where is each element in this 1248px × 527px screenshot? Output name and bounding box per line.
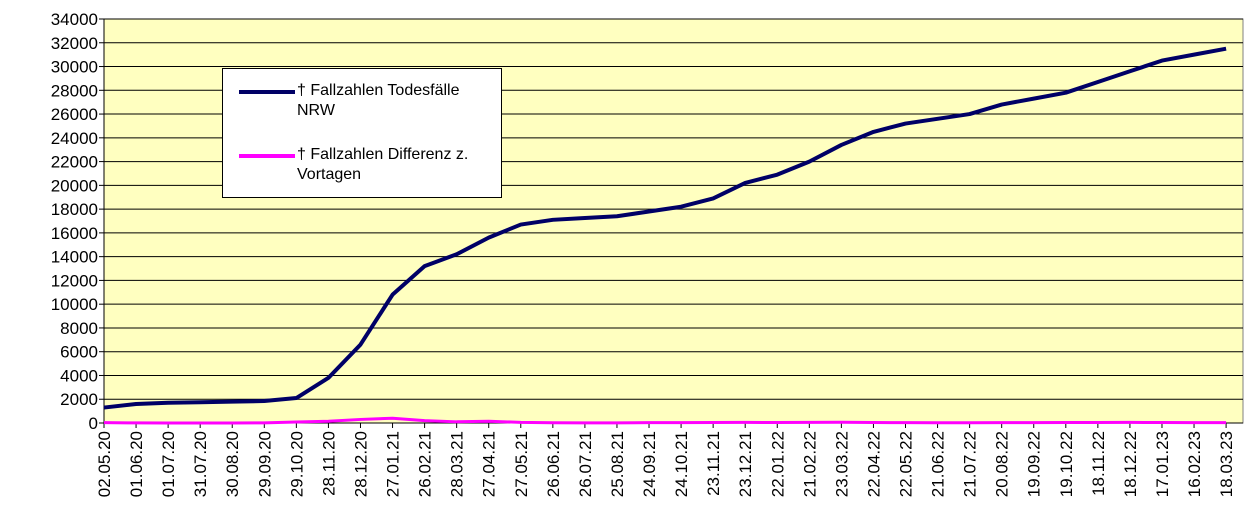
x-tick-label: 21.07.22 bbox=[961, 431, 980, 497]
x-tick-label: 24.10.21 bbox=[672, 431, 691, 497]
x-tick-label: 22.05.22 bbox=[897, 431, 916, 497]
x-tick-label: 23.12.21 bbox=[736, 431, 755, 497]
x-tick-label: 26.07.21 bbox=[576, 431, 595, 497]
y-tick-label: 34000 bbox=[51, 10, 98, 29]
y-tick-label: 22000 bbox=[51, 153, 98, 172]
legend-item: † Fallzahlen Todesfälle NRW bbox=[239, 81, 499, 121]
x-tick-label: 19.10.22 bbox=[1057, 431, 1076, 497]
y-tick-label: 12000 bbox=[51, 271, 98, 290]
legend-item: † Fallzahlen Differenz z. Vortagen bbox=[239, 145, 499, 185]
x-tick-label: 21.02.22 bbox=[800, 431, 819, 497]
y-tick-label: 26000 bbox=[51, 105, 98, 124]
x-tick-label: 26.06.21 bbox=[544, 431, 563, 497]
x-tick-label: 28.11.20 bbox=[319, 431, 338, 496]
x-tick-label: 27.04.21 bbox=[480, 431, 499, 497]
y-tick-label: 30000 bbox=[51, 58, 98, 77]
x-tick-label: 28.03.21 bbox=[448, 431, 467, 497]
x-tick-label: 01.07.20 bbox=[159, 431, 178, 497]
y-tick-label: 32000 bbox=[51, 34, 98, 53]
x-tick-label: 29.09.20 bbox=[255, 431, 274, 497]
x-tick-label: 31.07.20 bbox=[191, 431, 210, 497]
y-tick-label: 18000 bbox=[51, 200, 98, 219]
x-tick-label: 24.09.21 bbox=[640, 431, 659, 497]
y-tick-label: 16000 bbox=[51, 224, 98, 243]
legend-label: † Fallzahlen Differenz z. Vortagen bbox=[297, 146, 469, 183]
data-line bbox=[103, 416, 1227, 425]
legend-swatch bbox=[239, 154, 295, 158]
y-tick-label: 4000 bbox=[60, 366, 98, 385]
legend-label: † Fallzahlen Todesfälle NRW bbox=[297, 82, 460, 119]
x-tick-label: 30.08.20 bbox=[223, 431, 242, 497]
x-tick-label: 29.10.20 bbox=[287, 431, 306, 497]
data-line bbox=[103, 46, 1227, 410]
x-tick-label: 18.11.22 bbox=[1089, 431, 1108, 496]
y-tick-label: 24000 bbox=[51, 129, 98, 148]
x-tick-label: 23.03.22 bbox=[832, 431, 851, 497]
y-tick-label: 28000 bbox=[51, 81, 98, 100]
legend: † Fallzahlen Todesfälle NRW † Fallzahlen … bbox=[222, 68, 502, 198]
x-tick-label: 22.04.22 bbox=[864, 431, 883, 497]
x-tick-label: 17.01.23 bbox=[1153, 431, 1172, 497]
x-tick-label: 27.05.21 bbox=[512, 431, 531, 497]
x-tick-label: 21.06.22 bbox=[929, 431, 948, 497]
x-tick-label: 27.01.21 bbox=[384, 431, 403, 497]
y-tick-label: 20000 bbox=[51, 176, 98, 195]
y-tick-label: 0 bbox=[89, 414, 98, 433]
x-tick-label: 02.05.20 bbox=[95, 431, 114, 497]
x-tick-label: 23.11.21 bbox=[704, 431, 723, 496]
y-tick-label: 2000 bbox=[60, 390, 98, 409]
y-tick-label: 8000 bbox=[60, 319, 98, 338]
y-tick-label: 6000 bbox=[60, 343, 98, 362]
x-tick-label: 18.03.23 bbox=[1217, 431, 1236, 497]
x-tick-label: 22.01.22 bbox=[768, 431, 787, 497]
x-tick-label: 25.08.21 bbox=[608, 431, 627, 497]
x-tick-label: 16.02.23 bbox=[1185, 431, 1204, 497]
x-tick-label: 26.02.21 bbox=[416, 431, 435, 497]
legend-swatch bbox=[239, 90, 295, 94]
y-tick-label: 10000 bbox=[51, 295, 98, 314]
x-tick-label: 20.08.22 bbox=[993, 431, 1012, 497]
x-tick-label: 19.09.22 bbox=[1025, 431, 1044, 497]
x-tick-label: 18.12.22 bbox=[1121, 431, 1140, 497]
y-tick-label: 14000 bbox=[51, 248, 98, 267]
x-tick-label: 01.06.20 bbox=[127, 431, 146, 497]
x-tick-label: 28.12.20 bbox=[351, 431, 370, 497]
